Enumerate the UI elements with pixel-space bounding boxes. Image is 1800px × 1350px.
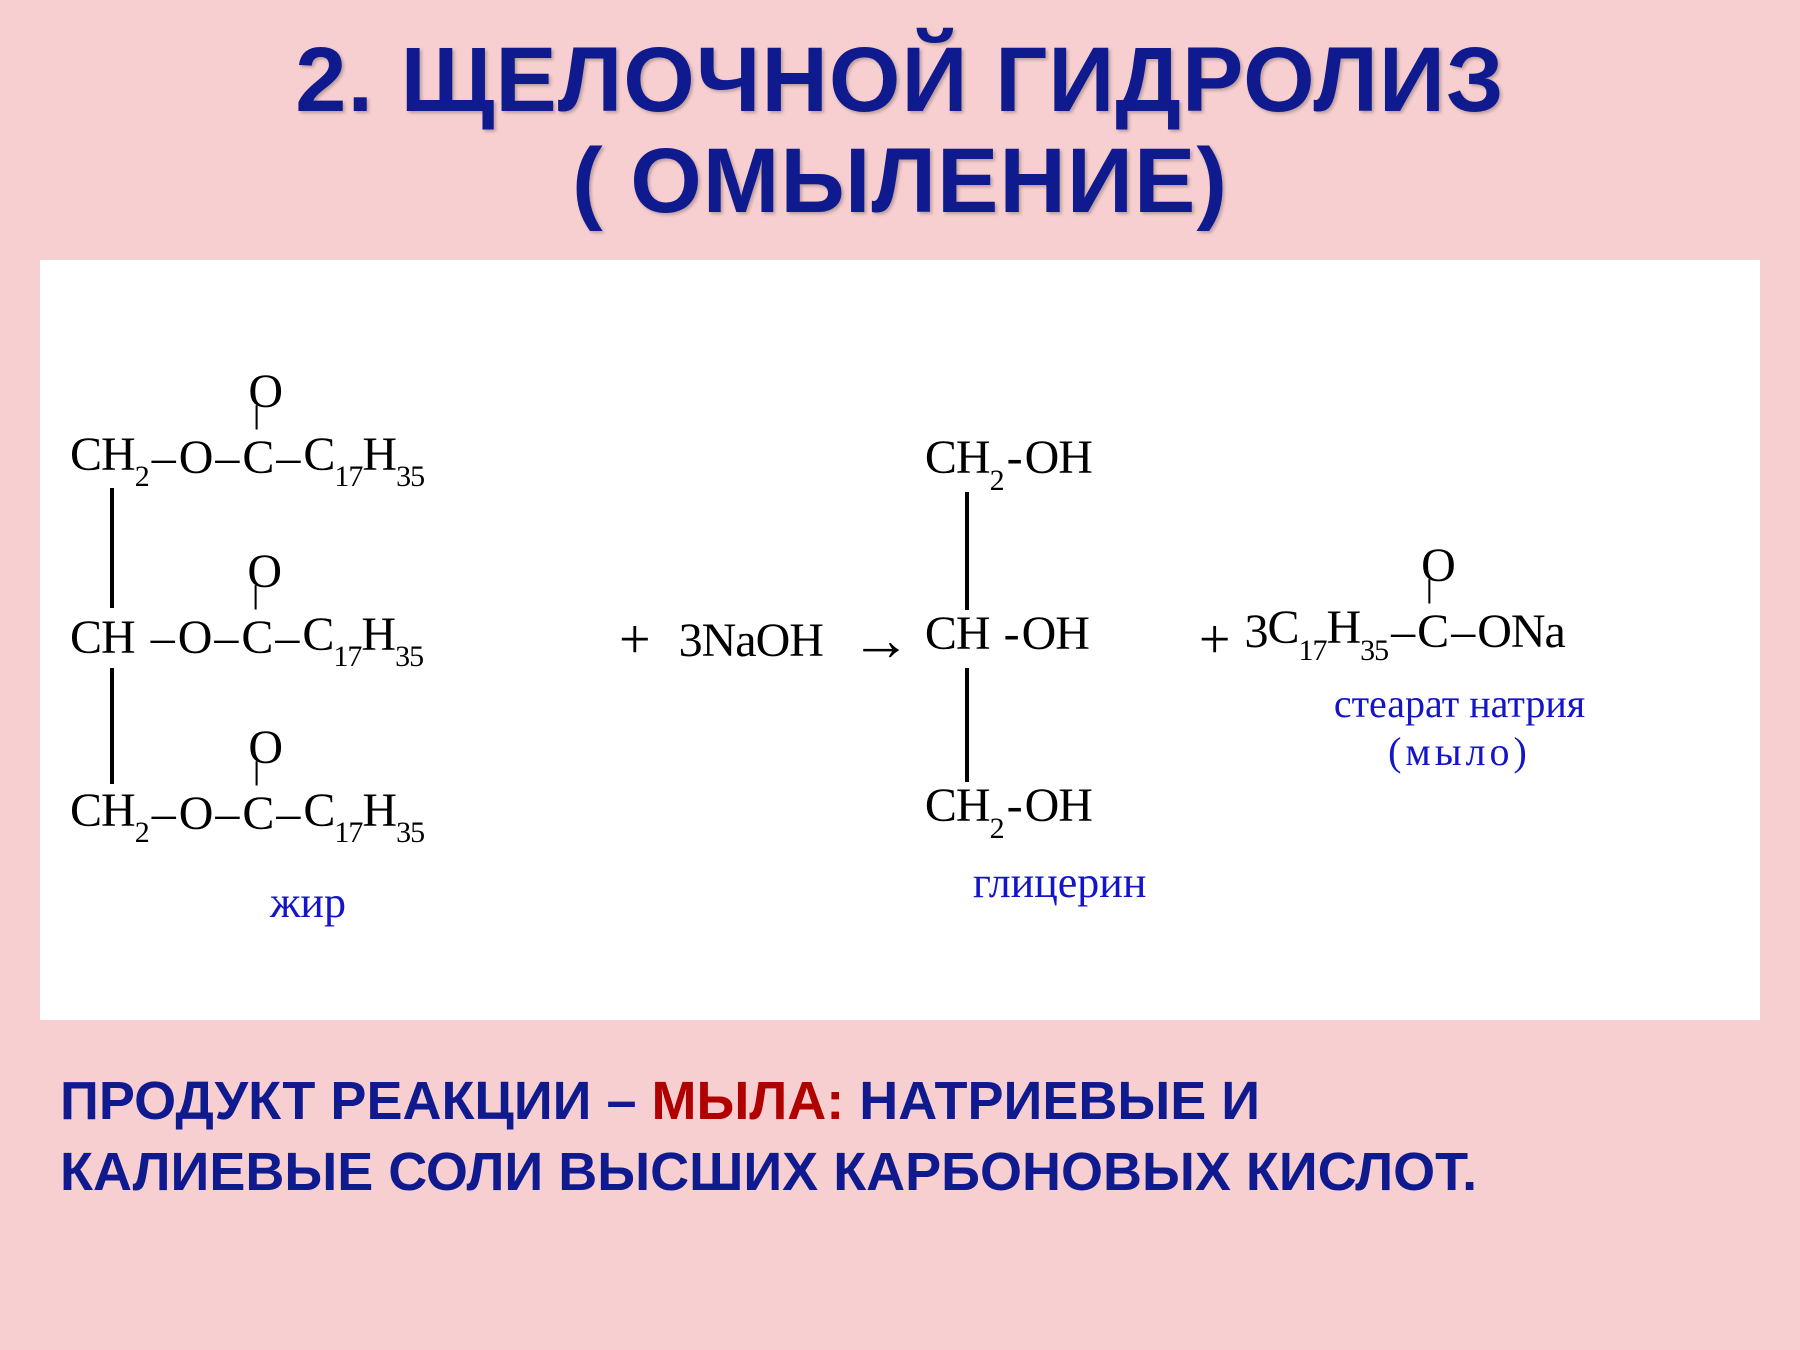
soap-formula: 3 C17H35 – O || C – ONa xyxy=(1244,600,1564,662)
product-glycerol: CH2-OH CH-OH CH2-OH глицерин xyxy=(925,380,1185,900)
label-soap: стеарат натрия (мыло) xyxy=(1244,680,1674,776)
bond-line xyxy=(110,668,114,784)
plus-sign: + xyxy=(1185,608,1245,672)
product-soap: 3 C17H35 – O || C – ONa стеарат натрия xyxy=(1244,510,1674,770)
fat-row-2: CH – O – O || C – C17H35 xyxy=(70,602,423,672)
glycerol-structure: CH2-OH CH-OH CH2-OH глицерин xyxy=(925,380,1185,900)
bottom-line-1c: НАТРИЕВЫЕ И xyxy=(844,1071,1260,1131)
bond-line xyxy=(965,492,969,610)
gly-row-2: CH-OH xyxy=(925,606,1089,661)
carbonyl-icon: O || C xyxy=(1417,604,1448,659)
label-fat: жир xyxy=(270,877,346,928)
bottom-line-1a: ПРОДУКТ РЕАКЦИИ – xyxy=(60,1071,652,1131)
fat-row-1: CH2 – O – O || C – C17H35 xyxy=(70,422,424,492)
bottom-line-2: КАЛИЕВЫЕ СОЛИ ВЫСШИХ КАРБОНОВЫХ КИСЛОТ. xyxy=(60,1142,1477,1202)
bottom-accent: МЫЛА: xyxy=(652,1071,845,1131)
gly-row-1: CH2-OH xyxy=(925,430,1092,492)
fat-row-3: CH2 – O – O || C – C17H35 xyxy=(70,778,424,848)
title-line-2: ( ОМЫЛЕНИЕ) xyxy=(572,130,1228,232)
bond-line xyxy=(965,668,969,782)
fat-structure: CH2 – O – O || C – C17H35 xyxy=(70,360,605,920)
soap-structure: 3 C17H35 – O || C – ONa стеарат натрия xyxy=(1244,510,1674,770)
bottom-text: ПРОДУКТ РЕАКЦИИ – МЫЛА: НАТРИЕВЫЕ И КАЛИ… xyxy=(40,1066,1760,1206)
slide: 2. ЩЕЛОЧНОЙ ГИДРОЛИЗ ( ОМЫЛЕНИЕ) CH2 – O… xyxy=(0,0,1800,1350)
bond-line xyxy=(110,488,114,608)
reactant-fat: CH2 – O – O || C – C17H35 xyxy=(70,360,605,920)
carbonyl-icon: O || C xyxy=(241,610,272,665)
reaction-arrow-icon: → xyxy=(837,606,925,675)
reaction-box: CH2 – O – O || C – C17H35 xyxy=(40,260,1760,1020)
reactant-naoh: 3NaOH xyxy=(665,613,837,668)
slide-title: 2. ЩЕЛОЧНОЙ ГИДРОЛИЗ ( ОМЫЛЕНИЕ) xyxy=(40,30,1760,232)
carbonyl-icon: O || C xyxy=(242,430,273,485)
gly-row-3: CH2-OH xyxy=(925,778,1092,840)
reaction-equation: CH2 – O – O || C – C17H35 xyxy=(70,360,1730,920)
title-line-1: 2. ЩЕЛОЧНОЙ ГИДРОЛИЗ xyxy=(295,29,1504,131)
label-glycerol: глицерин xyxy=(973,857,1147,908)
plus-sign: + xyxy=(605,608,665,672)
carbonyl-icon: O || C xyxy=(242,786,273,841)
